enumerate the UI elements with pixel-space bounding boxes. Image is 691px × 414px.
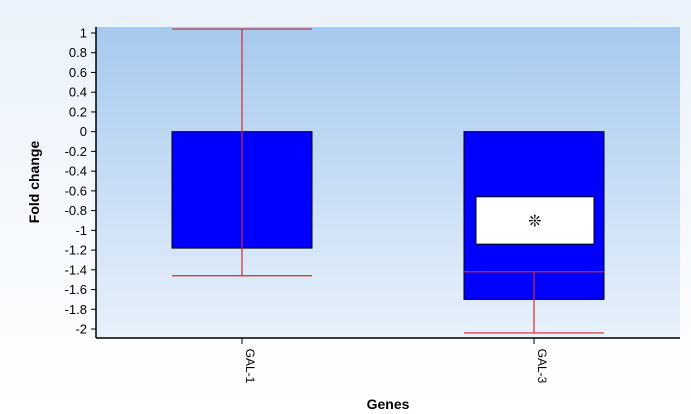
y-tick-label: -1 xyxy=(75,223,87,238)
y-tick-label: -0.6 xyxy=(65,183,87,198)
y-tick-label: -2 xyxy=(75,322,87,337)
significance-box xyxy=(475,196,595,245)
y-tick-label: -0.2 xyxy=(65,144,87,159)
y-tick-label: -1.8 xyxy=(65,302,87,317)
y-tick-label: -1.4 xyxy=(65,262,87,277)
y-tick-label: 0.2 xyxy=(69,104,87,119)
y-tick-label: -1.2 xyxy=(65,243,87,258)
y-tick-label: 1 xyxy=(80,26,87,41)
y-tick-label: -1.6 xyxy=(65,282,87,297)
y-tick-label: 0 xyxy=(80,124,87,139)
x-tick-label-gal-1: GAL-1 xyxy=(243,349,257,384)
x-axis-title: Genes xyxy=(367,396,410,412)
y-tick-label: -0.8 xyxy=(65,203,87,218)
significance-marker: ❊ xyxy=(528,211,541,230)
y-tick-label: 0.4 xyxy=(69,85,87,100)
x-tick-label-gal-3: GAL-3 xyxy=(535,349,549,384)
y-tick-label: 0.6 xyxy=(69,65,87,80)
y-tick-label: -0.4 xyxy=(65,164,87,179)
y-tick-label: 0.8 xyxy=(69,45,87,60)
y-axis-title: Fold change xyxy=(26,141,42,224)
